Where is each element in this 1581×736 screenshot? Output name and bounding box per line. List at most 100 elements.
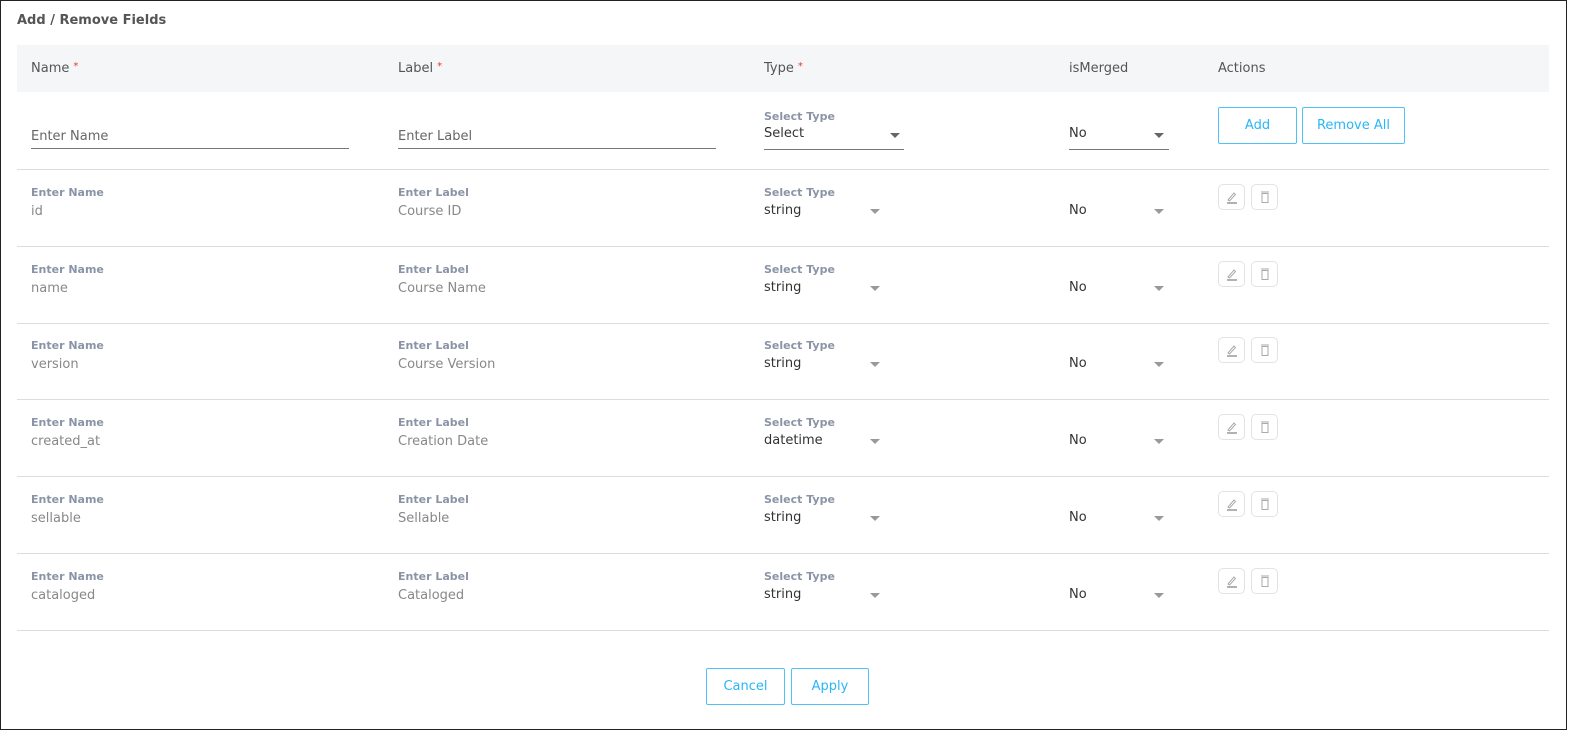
- name-field-label: Enter Name: [31, 569, 104, 583]
- trash-icon: [1260, 191, 1269, 203]
- header-is-merged: isMerged: [1069, 61, 1129, 76]
- chevron-down-icon: [870, 362, 880, 368]
- label-field-label: Enter Label: [398, 416, 469, 430]
- header-label: Label *: [398, 61, 442, 76]
- table-header: Name * Label * Type * isMerged Actions: [17, 45, 1549, 92]
- pencil-icon: [1226, 575, 1237, 588]
- edit-button[interactable]: [1218, 184, 1245, 210]
- name-value: created_at: [31, 434, 101, 450]
- chevron-down-icon: [870, 285, 880, 291]
- dialog-title: Add / Remove Fields: [17, 13, 167, 28]
- apply-button[interactable]: Apply: [791, 668, 869, 705]
- edit-button[interactable]: [1218, 260, 1245, 287]
- name-value: name: [31, 280, 68, 296]
- type-select-label: Select Type: [764, 569, 835, 583]
- field-row: Enter Name created_at Enter Label Creati…: [17, 400, 1549, 478]
- delete-button[interactable]: [1251, 414, 1278, 441]
- name-input[interactable]: [31, 125, 349, 149]
- field-row: Enter Name version Enter Label Course Ve…: [17, 323, 1549, 401]
- chevron-down-icon: [1154, 362, 1164, 368]
- label-field-label: Enter Label: [398, 262, 469, 276]
- remove-all-button[interactable]: Remove All: [1302, 107, 1405, 144]
- label-value: Course Name: [398, 280, 486, 296]
- name-value: id: [31, 204, 43, 219]
- chevron-down-icon: [870, 592, 880, 598]
- type-select-label: Select Type: [764, 110, 835, 123]
- is-merged-value: No: [1069, 279, 1087, 295]
- is-merged-value: No: [1069, 203, 1087, 218]
- type-select-value: string: [764, 203, 802, 218]
- add-button[interactable]: Add: [1218, 107, 1297, 144]
- chevron-down-icon: [1154, 439, 1164, 445]
- pencil-icon: [1226, 345, 1237, 358]
- type-select-value: string: [764, 356, 802, 372]
- name-value: cataloged: [31, 587, 96, 603]
- label-value: Creation Date: [398, 434, 489, 450]
- chevron-down-icon: [870, 439, 880, 445]
- required-mark: *: [797, 61, 803, 72]
- is-merged-value: No: [1069, 356, 1087, 372]
- trash-icon: [1260, 498, 1269, 510]
- trash-icon: [1260, 575, 1269, 587]
- pencil-icon: [1226, 268, 1237, 281]
- type-select-value: string: [764, 586, 802, 602]
- chevron-down-icon: [1154, 133, 1164, 138]
- type-select-value: datetime: [764, 433, 823, 449]
- type-select-label: Select Type: [764, 339, 835, 353]
- required-mark: *: [73, 61, 79, 72]
- is-merged-value: No: [1069, 586, 1087, 602]
- type-select-label: Select Type: [764, 262, 835, 276]
- label-value: Sellable: [398, 510, 450, 526]
- delete-button[interactable]: [1251, 567, 1278, 594]
- type-select-label: Select Type: [764, 416, 835, 430]
- trash-icon: [1260, 268, 1269, 280]
- trash-icon: [1260, 421, 1269, 434]
- label-field-label: Enter Label: [398, 339, 469, 353]
- trash-icon: [1260, 344, 1269, 357]
- is-merged-value: No: [1069, 126, 1087, 141]
- edit-button[interactable]: [1218, 490, 1245, 517]
- new-field-row: Select Type Select No Add Remove All: [17, 92, 1549, 170]
- name-field-label: Enter Name: [31, 416, 104, 430]
- is-merged-value: No: [1069, 509, 1087, 525]
- delete-button[interactable]: [1251, 260, 1278, 287]
- name-field-label: Enter Name: [31, 262, 104, 276]
- chevron-down-icon: [1154, 592, 1164, 598]
- is-merged-value: No: [1069, 433, 1087, 449]
- field-row: Enter Name id Enter Label Course ID Sele…: [17, 170, 1549, 247]
- required-mark: *: [437, 61, 443, 72]
- edit-button[interactable]: [1218, 337, 1245, 364]
- pencil-icon: [1226, 192, 1237, 204]
- label-input[interactable]: [398, 125, 716, 149]
- chevron-down-icon: [890, 133, 900, 138]
- type-select-value: string: [764, 509, 802, 525]
- header-type-text: Type: [764, 61, 794, 76]
- field-row: Enter Name sellable Enter Label Sellable…: [17, 477, 1549, 554]
- header-name-text: Name: [31, 61, 70, 76]
- header-type: Type *: [764, 61, 803, 76]
- label-field-label: Enter Label: [398, 186, 469, 199]
- chevron-down-icon: [1154, 209, 1164, 214]
- type-select-value: string: [764, 279, 802, 295]
- label-value: Cataloged: [398, 587, 465, 603]
- label-value: Course ID: [398, 204, 462, 219]
- label-field-label: Enter Label: [398, 569, 469, 583]
- edit-button[interactable]: [1218, 414, 1245, 441]
- name-field-label: Enter Name: [31, 492, 104, 506]
- type-select-label: Select Type: [764, 186, 835, 199]
- name-value: sellable: [31, 510, 81, 526]
- name-field-label: Enter Name: [31, 186, 104, 199]
- name-field-label: Enter Name: [31, 339, 104, 353]
- edit-button[interactable]: [1218, 567, 1245, 594]
- type-select-value: Select: [764, 126, 805, 141]
- type-select-label: Select Type: [764, 492, 835, 506]
- label-value: Course Version: [398, 357, 496, 373]
- delete-button[interactable]: [1251, 337, 1278, 364]
- delete-button[interactable]: [1251, 184, 1278, 210]
- delete-button[interactable]: [1251, 490, 1278, 517]
- cancel-button[interactable]: Cancel: [706, 668, 785, 705]
- chevron-down-icon: [870, 209, 880, 214]
- chevron-down-icon: [1154, 515, 1164, 521]
- pencil-icon: [1226, 422, 1237, 434]
